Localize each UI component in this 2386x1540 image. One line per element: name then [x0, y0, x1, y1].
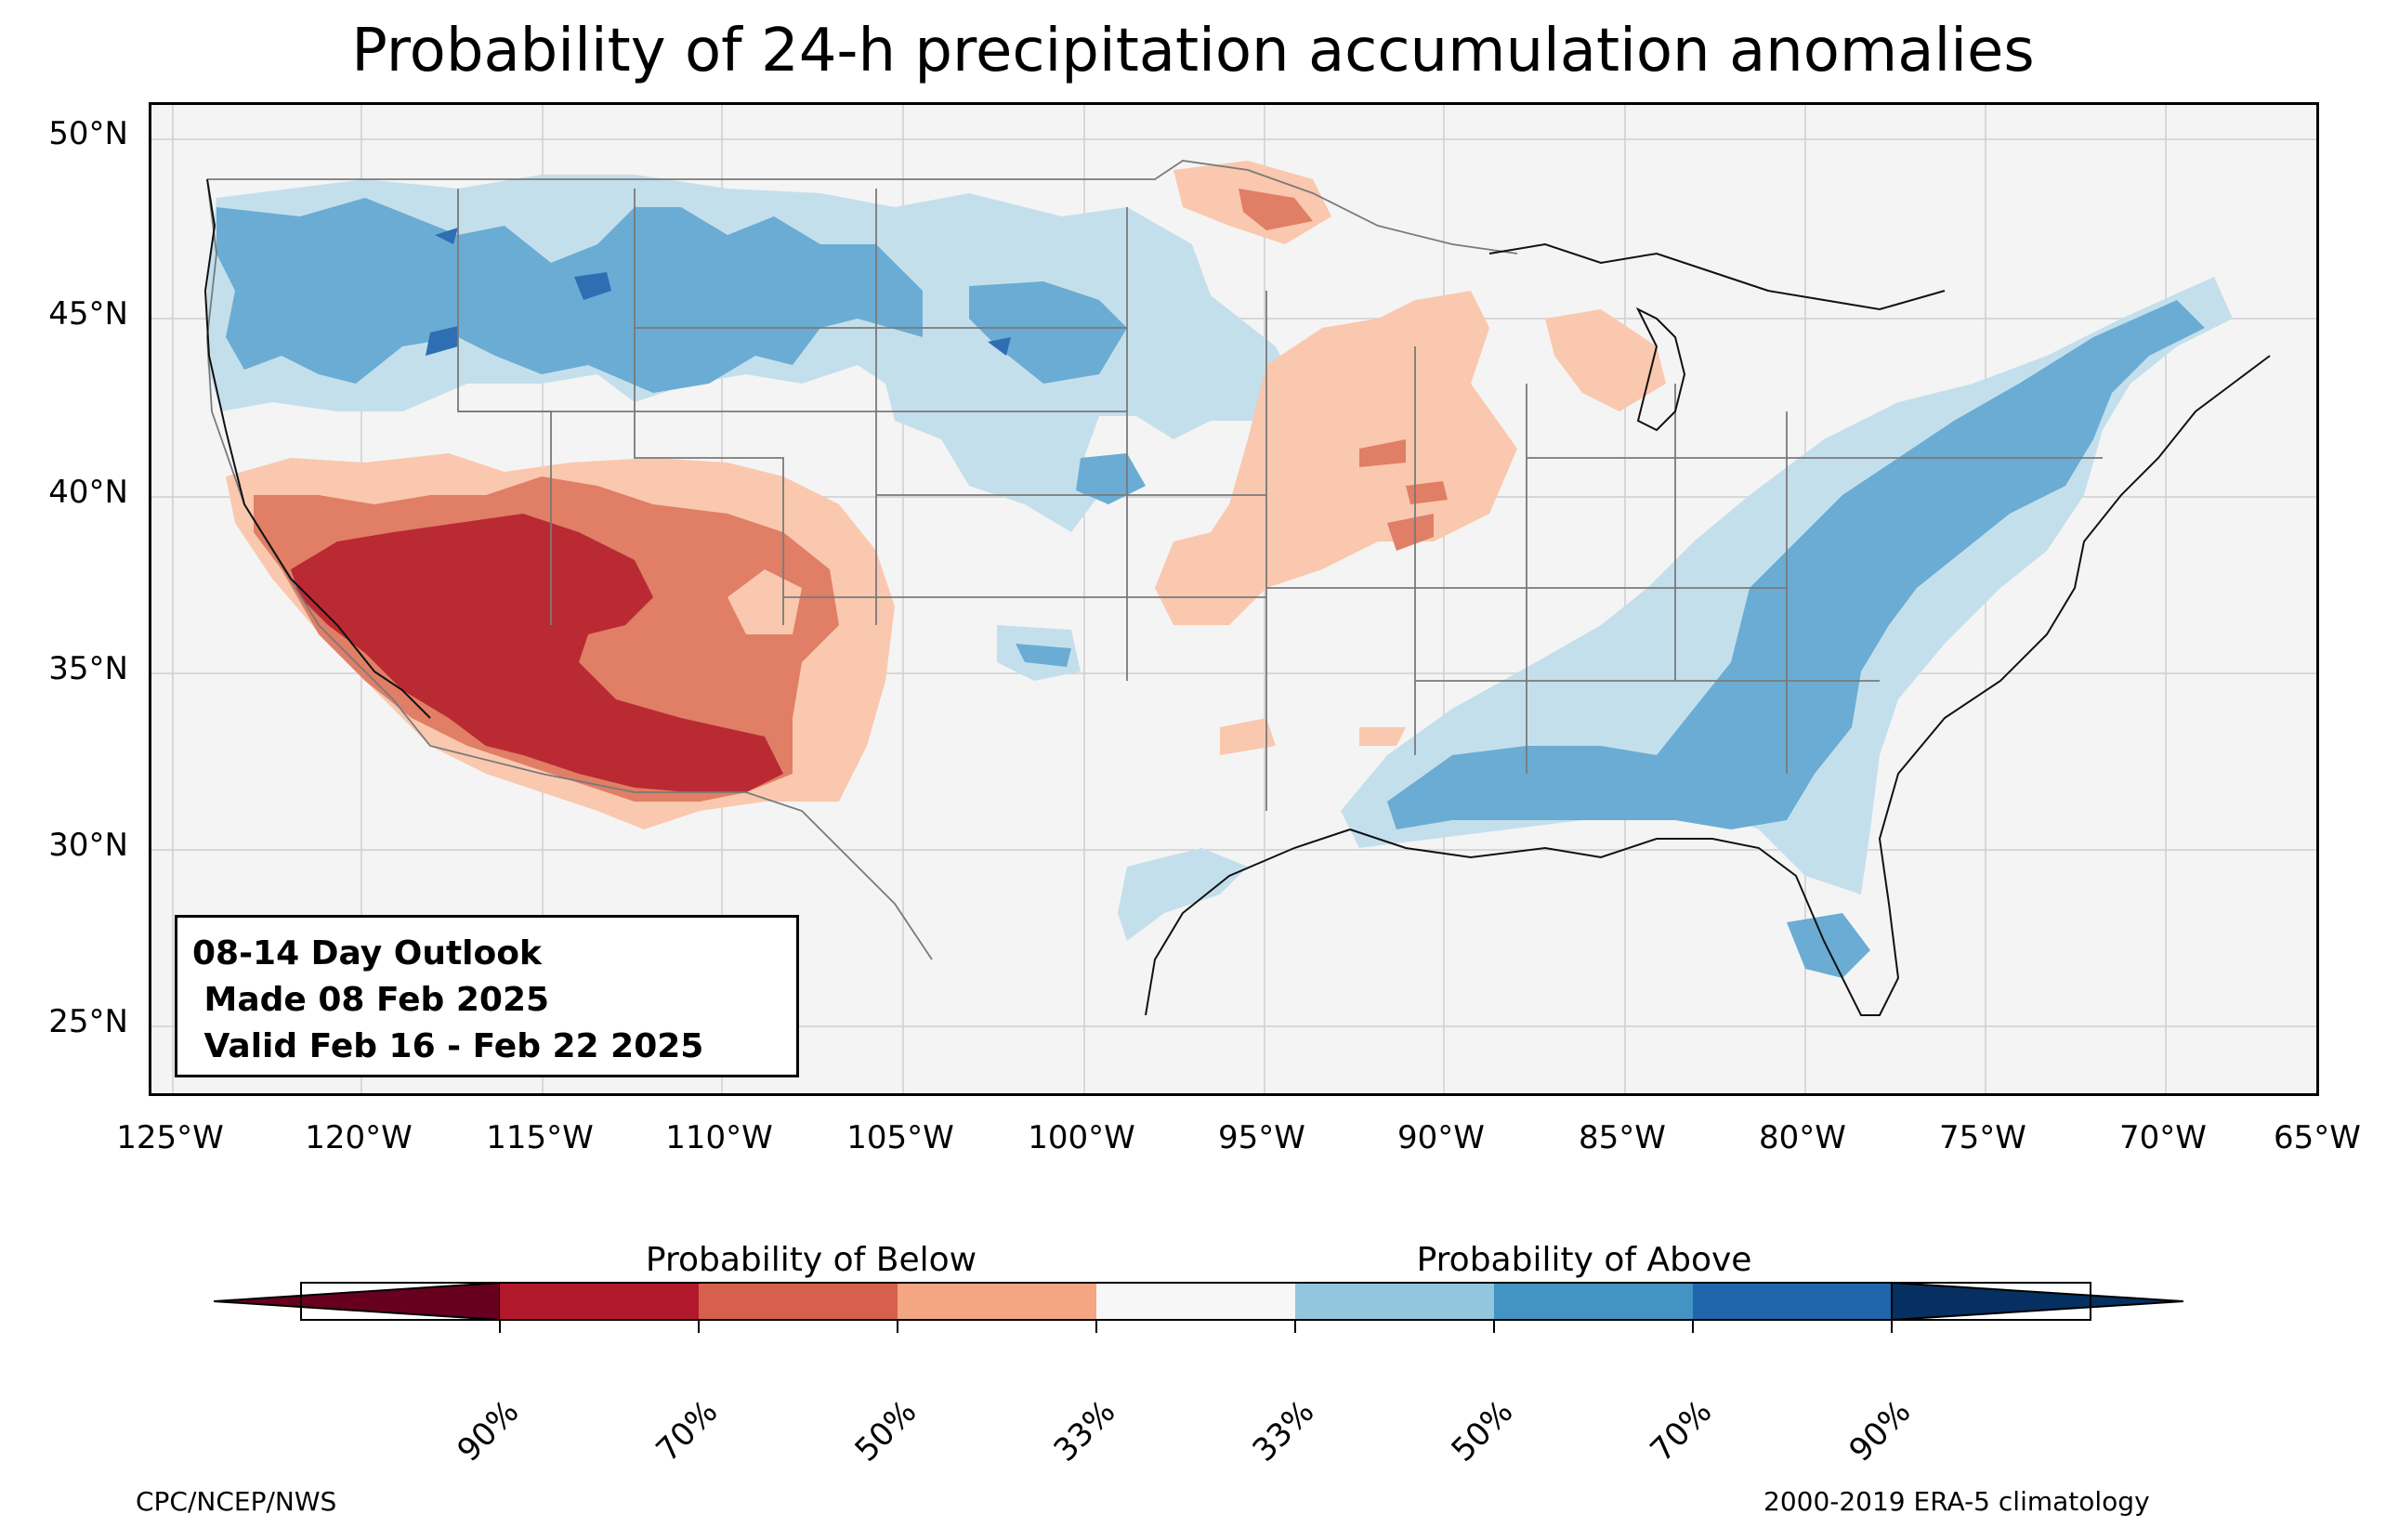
lon-label-65: 65°W	[2274, 1119, 2361, 1156]
lon-label-100: 100°W	[1028, 1119, 1135, 1156]
outlook-period: 08-14 Day Outlook	[192, 934, 542, 972]
colorbar-segment	[1295, 1283, 1495, 1320]
colorbar-extend-high	[1891, 1282, 2183, 1322]
below-normal-regions	[226, 161, 1666, 829]
colorbar-tick-label: 33%	[1245, 1393, 1322, 1469]
lat-label-40: 40°N	[48, 474, 128, 511]
lon-label-110: 110°W	[665, 1119, 773, 1156]
colorbar-tick-label: 50%	[847, 1393, 924, 1469]
colorbar-tick-label: 70%	[649, 1393, 726, 1469]
colorbar-segment	[1693, 1283, 1893, 1320]
colorbar-extend-low	[214, 1282, 501, 1322]
lon-label-95: 95°W	[1218, 1119, 1305, 1156]
lon-label-125: 125°W	[116, 1119, 224, 1156]
footer-climatology: 2000-2019 ERA-5 climatology	[1763, 1486, 2150, 1517]
colorbar-tick-label: 90%	[450, 1393, 527, 1469]
coastlines	[203, 178, 2271, 1016]
lon-label-105: 105°W	[846, 1119, 954, 1156]
colorbar-segment	[1494, 1283, 1694, 1320]
footer-source: CPC/NCEP/NWS	[136, 1486, 337, 1517]
lon-label-70: 70°W	[2119, 1119, 2207, 1156]
colorbar	[214, 1282, 2183, 1322]
colorbar-tick-label: 90%	[1842, 1393, 1919, 1469]
map-canvas	[151, 105, 2316, 1093]
lon-label-120: 120°W	[305, 1119, 413, 1156]
colorbar-tick-mark	[897, 1320, 898, 1333]
lon-label-115: 115°W	[486, 1119, 594, 1156]
colorbar-tick-label: 70%	[1643, 1393, 1720, 1469]
colorbar-tick-mark	[1294, 1320, 1296, 1333]
colorbar-tick-mark	[698, 1320, 700, 1333]
colorbar-tick-mark	[1891, 1320, 1893, 1333]
lat-label-30: 30°N	[48, 827, 128, 864]
colorbar-segment	[1096, 1283, 1296, 1320]
colorbar-below-label: Probability of Below	[645, 1241, 977, 1279]
colorbar-segment	[500, 1283, 700, 1320]
colorbar-tick-mark	[1692, 1320, 1694, 1333]
colorbar-tick-mark	[499, 1320, 501, 1333]
lat-label-50: 50°N	[48, 115, 128, 152]
lon-label-75: 75°W	[1939, 1119, 2026, 1156]
colorbar-tick-mark	[1095, 1320, 1097, 1333]
lat-label-45: 45°N	[48, 295, 128, 333]
outlook-valid-range: Valid Feb 16 - Feb 22 2025	[192, 1027, 704, 1065]
colorbar-tick-mark	[1493, 1320, 1495, 1333]
colorbar-tick-label: 33%	[1046, 1393, 1123, 1469]
lon-label-90: 90°W	[1397, 1119, 1485, 1156]
outlook-made-date: Made 08 Feb 2025	[192, 981, 550, 1019]
lat-label-25: 25°N	[48, 1003, 128, 1040]
colorbar-tick-label: 50%	[1444, 1393, 1521, 1469]
colorbar-segment	[699, 1283, 898, 1320]
colorbar-above-label: Probability of Above	[1416, 1241, 1752, 1279]
borders	[206, 160, 2103, 960]
colorbar-segment	[898, 1283, 1097, 1320]
lon-label-80: 80°W	[1759, 1119, 1846, 1156]
map-title: Probability of 24-h precipitation accumu…	[351, 17, 2035, 85]
outlook-info-box: 08-14 Day Outlook Made 08 Feb 2025 Valid…	[175, 915, 799, 1077]
lon-label-85: 85°W	[1579, 1119, 1666, 1156]
lat-label-35: 35°N	[48, 650, 128, 687]
